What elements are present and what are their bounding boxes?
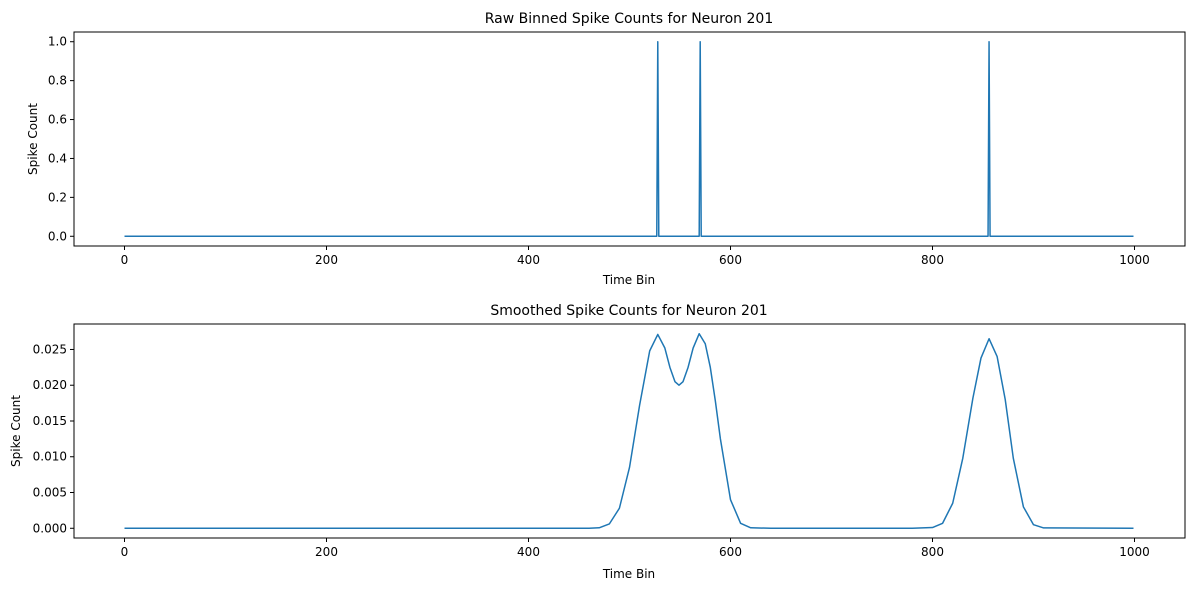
subplot-smoothed-y-tick-label: 0.015 — [33, 414, 67, 428]
subplot-raw-axes-frame — [73, 31, 1186, 247]
subplot-smoothed-x-tick-label: 1000 — [1119, 545, 1150, 559]
subplot-smoothed-y-tick-label: 0.010 — [33, 450, 67, 464]
subplot-raw-y-tick-label: 0.4 — [48, 151, 67, 165]
subplot-raw-y-tick-label: 0.6 — [48, 113, 67, 127]
subplot-raw-x-tick-label: 200 — [315, 253, 338, 267]
subplot-smoothed-x-tick-label: 0 — [121, 545, 129, 559]
subplot-smoothed-x-tick-label: 200 — [315, 545, 338, 559]
subplot-raw-y-tick-label: 1.0 — [48, 35, 67, 49]
subplot-smoothed: Smoothed Spike Counts for Neuron 201 0 20… — [9, 303, 1186, 581]
subplot-raw-y-tick-label: 0.2 — [48, 190, 67, 204]
subplot-smoothed-y-tick-label: 0.020 — [33, 378, 67, 392]
subplot-smoothed-plot-area — [73, 323, 1186, 539]
subplot-smoothed-y-tick-label: 0.005 — [33, 486, 67, 500]
subplot-raw-series-line — [124, 40, 1134, 238]
subplot-raw-x-tick-label: 0 — [121, 253, 129, 267]
subplot-smoothed-x-ticks: 0 200 400 600 800 1000 — [121, 538, 1150, 559]
subplot-raw-series-path — [124, 40, 1134, 238]
subplot-raw-x-tick-label: 400 — [517, 253, 540, 267]
subplot-raw-title: Raw Binned Spike Counts for Neuron 201 — [485, 11, 773, 27]
subplot-smoothed-axes-frame — [73, 323, 1186, 539]
subplot-raw-x-tick-label: 1000 — [1119, 253, 1150, 267]
subplot-raw-y-tick-label: 0.0 — [48, 229, 67, 243]
subplot-smoothed-y-ticks: 0.000 0.005 0.010 0.015 0.020 0.025 — [33, 342, 74, 535]
subplot-raw: Raw Binned Spike Counts for Neuron 201 0… — [26, 11, 1186, 287]
subplot-raw-plot-area — [73, 31, 1186, 247]
subplot-raw-y-tick-label: 0.8 — [48, 74, 67, 88]
subplot-raw-x-axis-label: Time Bin — [602, 273, 655, 287]
subplot-smoothed-series-path — [124, 332, 1134, 530]
subplot-smoothed-x-axis-label: Time Bin — [602, 567, 655, 581]
subplot-smoothed-x-tick-label: 800 — [921, 545, 944, 559]
subplot-smoothed-series-line — [124, 332, 1134, 530]
subplot-smoothed-y-tick-label: 0.025 — [33, 342, 67, 356]
subplot-raw-x-tick-label: 600 — [719, 253, 742, 267]
subplot-smoothed-x-tick-label: 600 — [719, 545, 742, 559]
subplot-smoothed-x-tick-label: 400 — [517, 545, 540, 559]
subplot-smoothed-y-tick-label: 0.000 — [33, 521, 67, 535]
subplot-smoothed-title: Smoothed Spike Counts for Neuron 201 — [490, 303, 767, 319]
subplot-raw-y-ticks: 0.0 0.2 0.4 0.6 0.8 1.0 — [48, 35, 74, 243]
subplot-raw-x-ticks: 0 200 400 600 800 1000 — [121, 246, 1150, 267]
subplot-raw-y-axis-label: Spike Count — [26, 103, 40, 175]
subplot-raw-x-tick-label: 800 — [921, 253, 944, 267]
subplot-smoothed-y-axis-label: Spike Count — [9, 395, 23, 467]
